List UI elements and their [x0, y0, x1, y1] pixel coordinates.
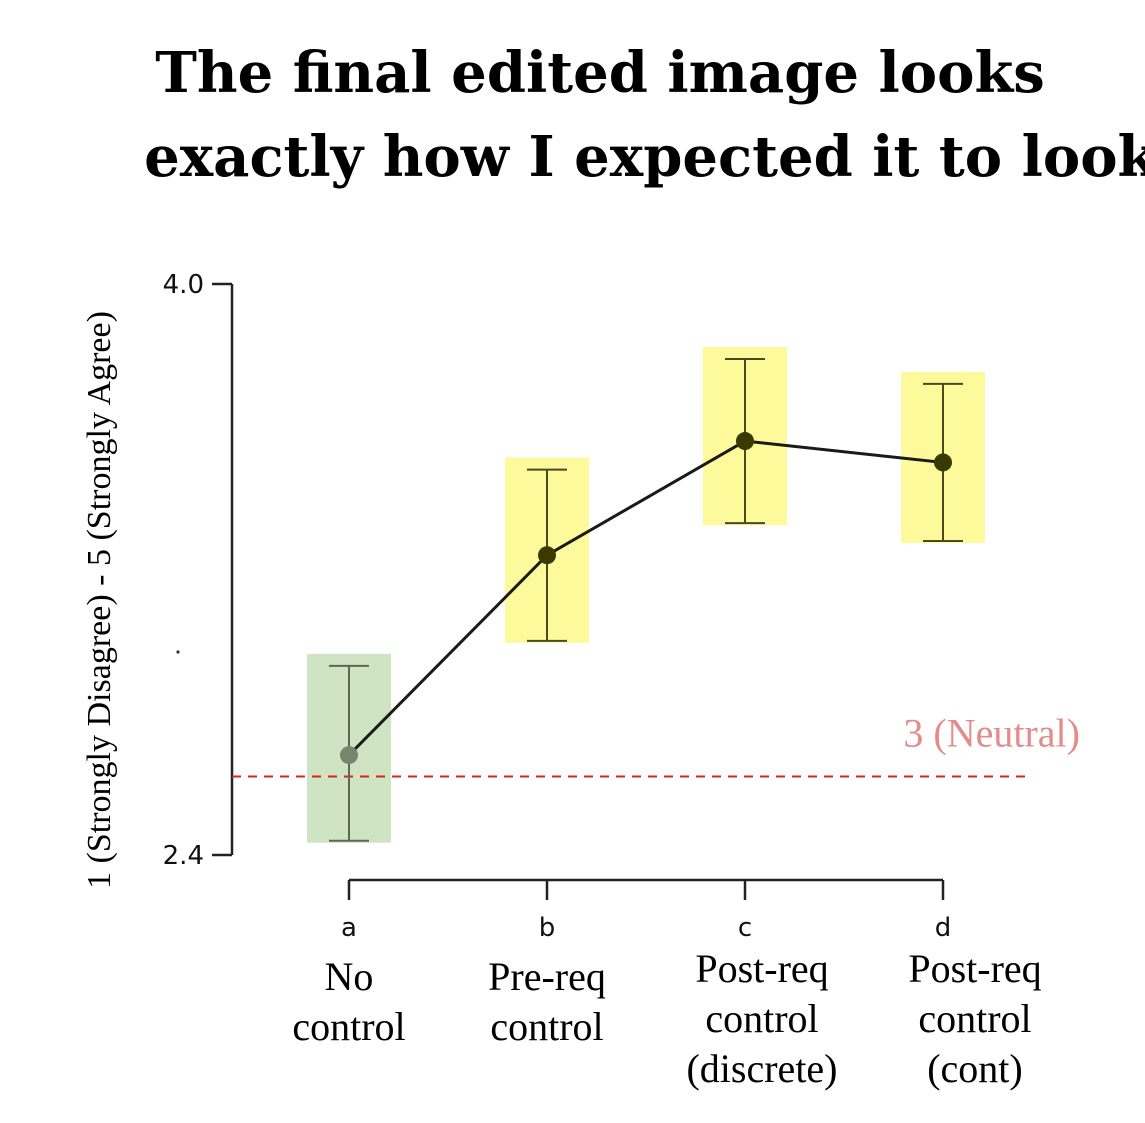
x-tick-label-c: c — [738, 913, 752, 943]
category-label-c-line-1: Post-req — [695, 946, 828, 991]
chart-title: The final edited image looks exactly how… — [144, 40, 1145, 190]
series-line — [347, 439, 944, 757]
category-label-c-line-3: (discrete) — [686, 1046, 837, 1091]
category-label-d-line-1: Post-req — [908, 946, 1041, 991]
category-label-b-line-1: Pre-req — [488, 954, 606, 999]
data-point-b — [538, 546, 556, 565]
y-axis-label: 1 (Strongly Disagree) - 5 (Strongly Agre… — [81, 311, 118, 889]
category-label-b-line-2: control — [490, 1004, 603, 1049]
chart-title-line-1: The final edited image looks — [155, 40, 1045, 106]
x-tick-label-a: a — [341, 913, 357, 943]
category-label-d-line-2: control — [918, 996, 1031, 1041]
category-label-d-line-3: (cont) — [927, 1046, 1023, 1091]
x-tick-label-d: d — [935, 913, 952, 943]
y-minor-mark — [176, 650, 180, 654]
chart-title-line-2: exactly how I expected it to look. — [144, 124, 1145, 190]
x-tick-label-b: b — [539, 913, 556, 943]
reference-line-label: 3 (Neutral) — [903, 710, 1080, 755]
data-point-d — [934, 453, 952, 472]
data-point-c — [736, 432, 754, 451]
y-tick-label-0: 4.0 — [163, 270, 204, 300]
category-label-a-line-1: No — [325, 954, 374, 999]
category-label-c-line-2: control — [705, 996, 818, 1041]
data-point-a — [340, 746, 358, 765]
y-tick-label-1: 2.4 — [163, 841, 204, 871]
category-label-a-line-2: control — [292, 1004, 405, 1049]
